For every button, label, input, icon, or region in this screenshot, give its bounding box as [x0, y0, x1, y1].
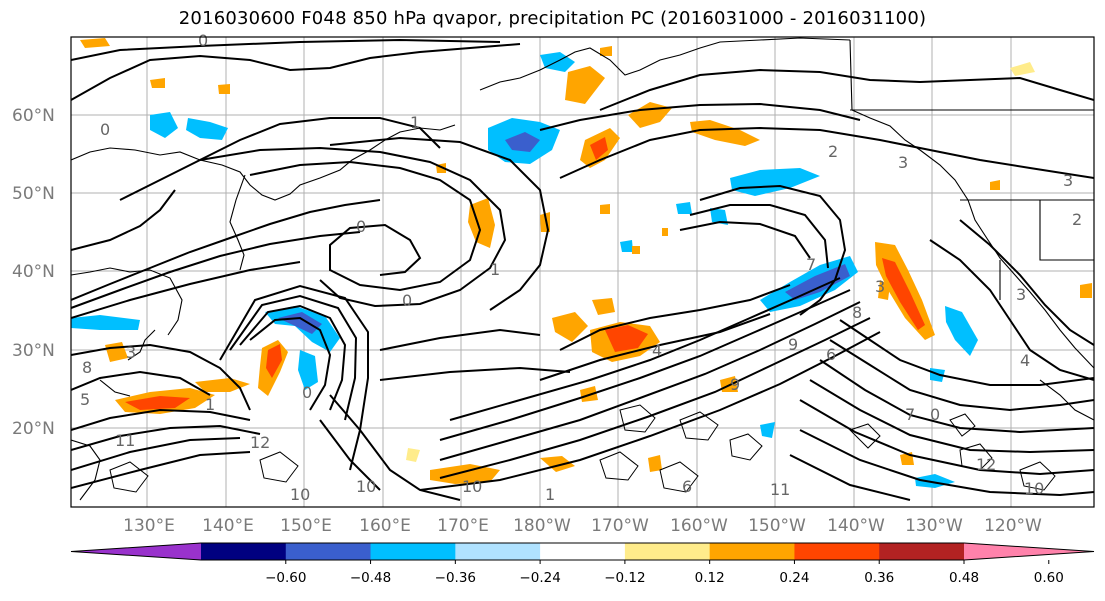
- lat-label: 30°N: [12, 341, 55, 361]
- contour-label: 1: [410, 113, 420, 132]
- lat-label: 50°N: [12, 184, 55, 204]
- colorbar-tick-label: −0.36: [435, 570, 476, 586]
- colorbar-tick-label: 0.60: [1034, 570, 1064, 586]
- colorbar-outline: [70, 542, 1095, 561]
- contour-label: 5: [80, 390, 90, 409]
- contour-label: 3: [875, 277, 885, 296]
- contour-label: 0: [302, 383, 312, 402]
- colorbar-swatch: [370, 543, 456, 560]
- contour-label: 7: [806, 255, 816, 274]
- contour-label: 10: [290, 485, 310, 504]
- lon-label: 160°W: [670, 516, 728, 536]
- colorbar-extend-max: [964, 543, 1094, 560]
- lat-label: 20°N: [12, 419, 55, 439]
- contour-label: 10: [356, 477, 376, 496]
- contour-label: 4: [652, 341, 662, 360]
- lon-label: 150°E: [280, 516, 332, 536]
- colorbar-swatch: [709, 543, 795, 560]
- lat-label: 60°N: [12, 106, 55, 126]
- contour-details: [109, 404, 1056, 493]
- contour-label: 1: [205, 395, 215, 414]
- contour-label: 6: [826, 345, 836, 364]
- lon-label: 130°E: [123, 516, 175, 536]
- contour-label: 12: [976, 455, 996, 474]
- contour-label: 8: [82, 358, 92, 377]
- lon-label: 140°E: [202, 516, 254, 536]
- colorbar-tick-label: 0.48: [949, 570, 979, 586]
- lon-label: 120°W: [984, 516, 1042, 536]
- contour-label: 1: [545, 485, 555, 504]
- colorbar: [70, 542, 1095, 564]
- coastlines: [71, 37, 1094, 501]
- contour-label: 0: [930, 405, 940, 424]
- colorbar-tick-label: 0.12: [695, 570, 725, 586]
- lon-label: 130°W: [905, 516, 963, 536]
- contour-label: 1: [490, 260, 500, 279]
- contour-label: 3: [126, 343, 136, 362]
- gridlines: [71, 37, 1094, 507]
- colorbar-tick-label: 0.36: [864, 570, 894, 586]
- lon-label: 170°W: [591, 516, 649, 536]
- contour-label: 10: [462, 477, 482, 496]
- colorbar-tick-label: −0.60: [265, 570, 306, 586]
- colorbar-tick-label: −0.12: [604, 570, 645, 586]
- contour-label: 6: [682, 477, 692, 496]
- colorbar-swatch: [794, 543, 880, 560]
- contour-label: 3: [1063, 171, 1073, 190]
- colorbar-swatch: [624, 543, 711, 560]
- contour-label: 3: [1016, 285, 1026, 304]
- colorbar-tick-label: −0.24: [519, 570, 560, 586]
- map-frame: [70, 36, 1095, 508]
- qvapor-contours: [71, 38, 1094, 501]
- contour-label: 9: [730, 375, 740, 394]
- colorbar-swatch: [455, 543, 541, 560]
- contour-label: 0: [198, 31, 208, 50]
- contour-label: 2: [828, 142, 838, 161]
- colorbar-tick-label: 0.24: [779, 570, 809, 586]
- lon-axis: 130°E 140°E 150°E 160°E 170°E 180°W 170°…: [123, 516, 1042, 536]
- contour-label: 7: [905, 405, 915, 424]
- contour-label: 0: [100, 120, 110, 139]
- contour-label: 0: [356, 217, 366, 236]
- contour-label: 8: [852, 303, 862, 322]
- lon-label: 150°W: [748, 516, 806, 536]
- contour-label: 10: [1024, 479, 1044, 498]
- colorbar-extend-min: [71, 543, 201, 560]
- colorbar-swatch: [879, 543, 965, 560]
- colorbar-tick-label: −0.48: [350, 570, 391, 586]
- contour-label: 0: [402, 291, 412, 310]
- lon-label: 170°E: [437, 516, 489, 536]
- plot-title: 2016030600 F048 850 hPa qvapor, precipit…: [178, 8, 927, 29]
- contour-label: 11: [115, 431, 135, 450]
- contour-label: 3: [898, 153, 908, 172]
- lat-axis: 60°N 50°N 40°N 30°N 20°N: [12, 106, 55, 439]
- map-area: [71, 37, 1094, 507]
- lat-label: 40°N: [12, 262, 55, 282]
- contour-label: 11: [770, 480, 790, 499]
- contour-label: 12: [250, 433, 270, 452]
- contour-label: 4: [1020, 351, 1030, 370]
- lon-label: 180°W: [513, 516, 571, 536]
- precipitation-shading: [71, 38, 1092, 488]
- contour-label: 9: [788, 335, 798, 354]
- colorbar-swatch: [285, 543, 372, 560]
- colorbar-swatch: [201, 543, 287, 560]
- contour-labels: 0 1 0 0 1 0 2 3 3 2 3 4 3 8 9 7 6 4 3 8 …: [80, 31, 1082, 504]
- lon-label: 140°W: [827, 516, 885, 536]
- colorbar-labels: −0.60 −0.48 −0.36 −0.24 −0.12 0.12 0.24 0.36 0.4…: [265, 570, 1064, 586]
- contour-label: 2: [1072, 210, 1082, 229]
- lon-label: 160°E: [359, 516, 411, 536]
- colorbar-swatch: [540, 543, 626, 560]
